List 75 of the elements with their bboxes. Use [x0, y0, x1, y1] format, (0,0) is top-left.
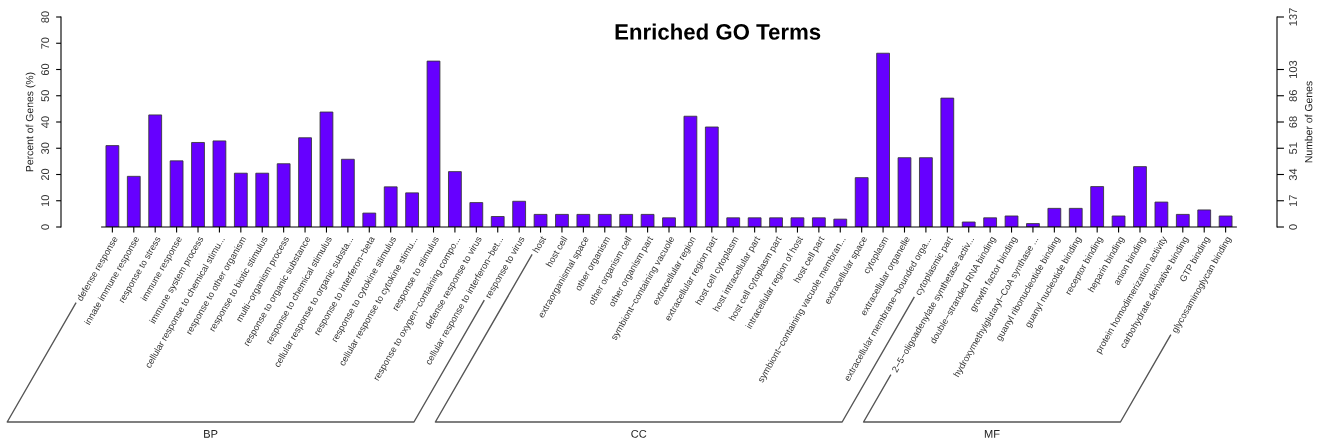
- bar: [255, 172, 270, 227]
- bar: [298, 137, 312, 227]
- bar: [555, 213, 569, 227]
- bar: [940, 97, 955, 227]
- bar: [833, 218, 848, 227]
- bar: [383, 186, 398, 227]
- bar: [812, 217, 826, 227]
- y-tick-label: 50: [41, 90, 50, 102]
- bar: [683, 115, 698, 227]
- y-axis-title: Percent of Genes (%): [25, 72, 36, 172]
- bar: [105, 145, 120, 227]
- bar: [148, 114, 163, 227]
- bar: [876, 52, 890, 227]
- bar: [1068, 207, 1083, 227]
- bar: [469, 202, 484, 227]
- bar: [1111, 215, 1126, 227]
- y2-tick-label: 17: [1289, 195, 1297, 207]
- bar: [576, 213, 591, 227]
- y-tick-label: 70: [41, 37, 50, 49]
- y2-tick-label: 34: [1289, 168, 1297, 181]
- bar: [961, 221, 976, 227]
- bar: [919, 157, 933, 227]
- text: CC: [631, 429, 647, 438]
- bar: [897, 157, 912, 227]
- bar: [341, 158, 355, 227]
- y2-tick-label: 0: [1289, 224, 1297, 230]
- bar: [126, 175, 141, 227]
- bar: [769, 217, 783, 227]
- bar: [1133, 166, 1147, 227]
- bar: [362, 212, 377, 227]
- bar: [426, 60, 441, 227]
- bar: [640, 213, 655, 227]
- y2-axis-title: Number of Genes: [1304, 81, 1313, 163]
- text: BP: [204, 430, 218, 438]
- bar: [1047, 207, 1062, 227]
- text: MF: [984, 430, 1000, 438]
- bar: [704, 126, 719, 227]
- y-tick-label: 10: [41, 195, 50, 207]
- bar: [726, 217, 741, 227]
- bar: [854, 177, 869, 227]
- y2-tick-label: 137: [1289, 8, 1297, 26]
- bar: [1090, 186, 1105, 227]
- bar: [747, 217, 762, 227]
- bar: [169, 160, 184, 227]
- bar: [448, 171, 462, 227]
- bar: [790, 217, 805, 227]
- y-tick-label: 30: [41, 142, 50, 155]
- bar: [1175, 213, 1190, 227]
- bar: [1004, 215, 1019, 227]
- y-tick-label: 20: [41, 168, 50, 181]
- bar: [662, 217, 676, 227]
- y-tick-label: 0: [41, 224, 50, 230]
- y-tick-label: 80: [41, 11, 50, 23]
- bar: [597, 213, 612, 227]
- bar: [1218, 215, 1233, 227]
- bar: [276, 163, 291, 227]
- y-tick-label: 60: [41, 63, 50, 76]
- bar: [1154, 201, 1169, 227]
- bar: [1197, 209, 1212, 227]
- y2-tick-label: 68: [1289, 116, 1297, 128]
- bar: [319, 111, 334, 227]
- y2-tick-label: 86: [1289, 90, 1297, 102]
- y2-tick-label: 103: [1289, 60, 1297, 78]
- bar: [405, 192, 419, 227]
- bar: [191, 142, 205, 227]
- y-tick-label: 40: [41, 116, 50, 128]
- bar: [233, 172, 248, 227]
- bar: [533, 213, 548, 227]
- bar: [490, 216, 505, 227]
- bar: [619, 213, 634, 227]
- y2-tick-label: 51: [1289, 142, 1297, 154]
- chart-title: Enriched GO Terms: [615, 23, 821, 40]
- bar: [212, 140, 227, 227]
- bar: [983, 217, 997, 227]
- bar: [512, 200, 526, 227]
